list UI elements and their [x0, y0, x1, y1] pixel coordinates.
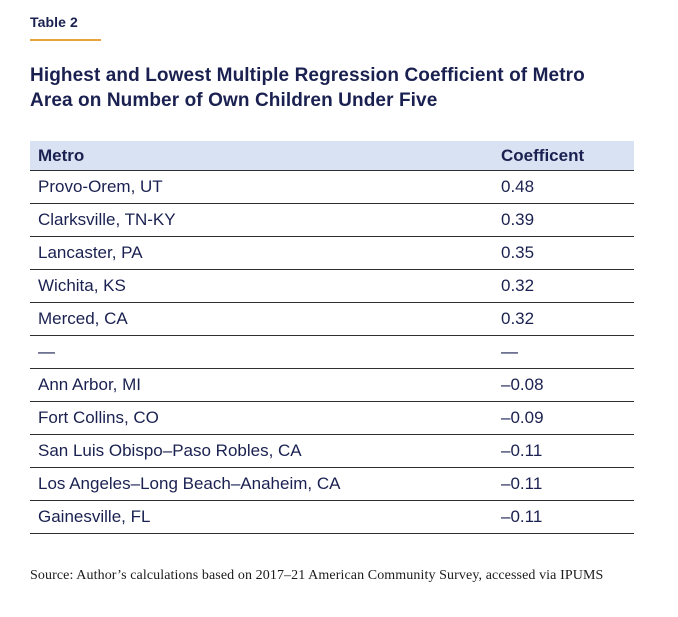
metro-cell: Clarksville, TN-KY — [30, 203, 493, 238]
metro-cell: Lancaster, PA — [30, 236, 493, 271]
table-title: Highest and Lowest Multiple Regression C… — [30, 65, 585, 112]
metro-cell: Fort Collins, CO — [30, 401, 493, 436]
table-row: Fort Collins, CO –0.09 — [30, 401, 634, 436]
coefficient-cell: –0.11 — [493, 467, 634, 502]
coefficient-cell: 0.39 — [493, 203, 634, 238]
table-row: Lancaster, PA 0.35 — [30, 236, 634, 271]
coefficient-column-header: Coefficent — [493, 141, 634, 172]
coefficient-cell: –0.11 — [493, 500, 634, 535]
metro-cell: Wichita, KS — [30, 269, 493, 304]
metro-cell: Merced, CA — [30, 302, 493, 337]
accent-rule — [30, 39, 101, 41]
table-row: Provo-Orem, UT 0.48 — [30, 170, 634, 205]
table-separator-row: — — — [30, 335, 634, 370]
table-row: Gainesville, FL –0.11 — [30, 500, 634, 535]
metro-cell: San Luis Obispo–Paso Robles, CA — [30, 434, 493, 469]
coefficient-cell: –0.11 — [493, 434, 634, 469]
metro-cell: Ann Arbor, MI — [30, 368, 493, 403]
metro-cell: — — [30, 335, 493, 370]
table-row: San Luis Obispo–Paso Robles, CA –0.11 — [30, 434, 634, 469]
regression-coefficient-table: Metro Coefficent Provo-Orem, UT 0.48 Cla… — [30, 141, 634, 535]
metro-cell: Gainesville, FL — [30, 500, 493, 535]
table-row: Los Angeles–Long Beach–Anaheim, CA –0.11 — [30, 467, 634, 502]
table-row: Clarksville, TN-KY 0.39 — [30, 203, 634, 238]
coefficient-cell: — — [493, 335, 634, 370]
source-note: Source: Author’s calculations based on 2… — [30, 568, 604, 584]
table-row: Wichita, KS 0.32 — [30, 269, 634, 304]
report-page: Table 2 Highest and Lowest Multiple Regr… — [30, 14, 634, 584]
coefficient-cell: 0.32 — [493, 269, 634, 304]
coefficient-cell: 0.48 — [493, 170, 634, 205]
coefficient-cell: 0.32 — [493, 302, 634, 337]
metro-cell: Los Angeles–Long Beach–Anaheim, CA — [30, 467, 493, 502]
coefficient-cell: 0.35 — [493, 236, 634, 271]
coefficient-cell: –0.08 — [493, 368, 634, 403]
coefficient-cell: –0.09 — [493, 401, 634, 436]
metro-cell: Provo-Orem, UT — [30, 170, 493, 205]
table-row: Merced, CA 0.32 — [30, 302, 634, 337]
table-row: Ann Arbor, MI –0.08 — [30, 368, 634, 403]
table-number-label: Table 2 — [30, 14, 78, 30]
metro-column-header: Metro — [30, 141, 493, 172]
table-header-row: Metro Coefficent — [30, 141, 634, 172]
